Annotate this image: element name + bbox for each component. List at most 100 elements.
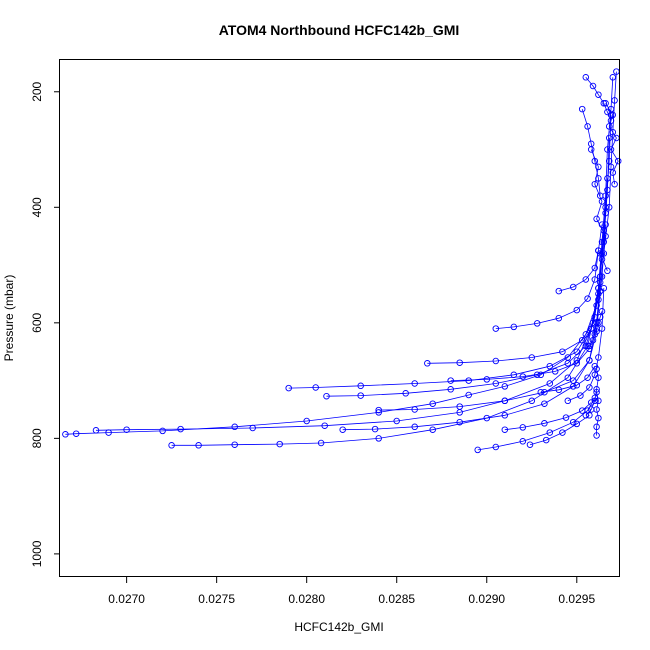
data-point <box>510 323 518 331</box>
data-point <box>593 215 600 223</box>
data-point <box>424 360 431 367</box>
series-line <box>605 103 619 185</box>
data-point <box>465 377 472 384</box>
data-point <box>595 163 602 171</box>
data-point <box>593 432 600 439</box>
data-point <box>582 412 590 419</box>
data-point <box>602 232 609 240</box>
data-point <box>195 442 202 449</box>
data-point <box>605 134 613 142</box>
data-point <box>593 388 600 396</box>
x-tick-label: 0.0280 <box>288 592 325 606</box>
data-point <box>595 91 602 98</box>
data-point <box>609 74 617 81</box>
data-point <box>569 418 577 426</box>
data-point <box>609 169 617 176</box>
data-point <box>546 429 554 436</box>
chart-title: ATOM4 Northbound HCFC142b_GMI <box>219 22 460 38</box>
y-tick-label: 600 <box>30 313 44 333</box>
data-point <box>593 423 600 431</box>
data-point <box>559 348 566 355</box>
data-point <box>591 276 599 283</box>
data-point <box>607 146 615 153</box>
series-line <box>450 282 601 381</box>
data-point <box>501 412 509 419</box>
data-point <box>501 426 509 433</box>
data-point <box>492 380 500 387</box>
data-point <box>456 418 463 426</box>
data-point <box>600 250 608 257</box>
data-point <box>573 306 581 314</box>
data-point <box>591 397 599 405</box>
data-point <box>492 443 500 451</box>
series-line <box>477 397 596 451</box>
data-point <box>339 426 346 433</box>
data-point <box>609 128 617 136</box>
data-point <box>605 157 613 165</box>
data-point <box>542 436 550 444</box>
data-point <box>573 348 581 355</box>
data-point <box>596 250 604 257</box>
data-point <box>584 374 591 381</box>
data-point <box>586 357 593 364</box>
data-point <box>604 175 611 182</box>
data-point <box>456 359 463 366</box>
data-point <box>595 175 602 182</box>
series-line <box>427 207 606 364</box>
data-point <box>598 198 606 205</box>
y-tick-label: 800 <box>30 428 44 448</box>
data-point <box>598 308 606 315</box>
series-line <box>540 365 596 393</box>
data-point <box>586 345 593 353</box>
data-point <box>589 336 597 344</box>
data-point <box>605 204 613 211</box>
data-point <box>105 429 112 436</box>
data-point <box>600 100 608 107</box>
data-point <box>595 290 602 298</box>
series-line <box>495 250 599 329</box>
series-line <box>95 77 614 431</box>
data-point <box>555 287 563 295</box>
data-point <box>519 438 527 445</box>
data-point <box>589 82 597 90</box>
y-axis-label: Pressure (mbar) <box>2 275 16 362</box>
data-point <box>595 414 602 422</box>
data-point <box>593 386 600 393</box>
series-line <box>65 71 617 435</box>
data-point <box>578 105 586 113</box>
data-point <box>586 412 593 419</box>
data-point <box>598 273 606 280</box>
data-point <box>607 117 615 124</box>
data-point <box>411 406 418 413</box>
data-point <box>596 192 604 199</box>
data-point <box>569 377 577 384</box>
x-tick-label: 0.0285 <box>378 592 415 606</box>
data-point <box>578 336 586 344</box>
data-point <box>555 314 563 322</box>
data-point <box>519 373 527 380</box>
data-point <box>611 97 618 104</box>
data-point <box>582 331 590 338</box>
data-point <box>569 283 577 291</box>
x-axis: 0.0270 0.0275 0.0280 0.0285 0.0290 0.0295 <box>108 577 595 606</box>
data-point <box>72 430 80 437</box>
data-point <box>501 383 509 390</box>
data-point <box>564 374 572 381</box>
series-lines <box>65 71 619 451</box>
data-point <box>541 388 548 396</box>
data-point <box>609 111 617 119</box>
plot-area <box>62 68 622 454</box>
data-point <box>600 284 608 292</box>
data-point <box>321 422 328 429</box>
data-point <box>447 377 454 384</box>
data-point <box>602 100 609 107</box>
data-point <box>456 403 463 410</box>
data-point <box>465 391 472 399</box>
data-point <box>474 446 481 454</box>
data-point <box>375 406 382 414</box>
data-point <box>591 264 599 272</box>
data-point <box>604 146 611 153</box>
y-tick-label: 1000 <box>30 540 44 567</box>
data-point <box>285 384 292 392</box>
